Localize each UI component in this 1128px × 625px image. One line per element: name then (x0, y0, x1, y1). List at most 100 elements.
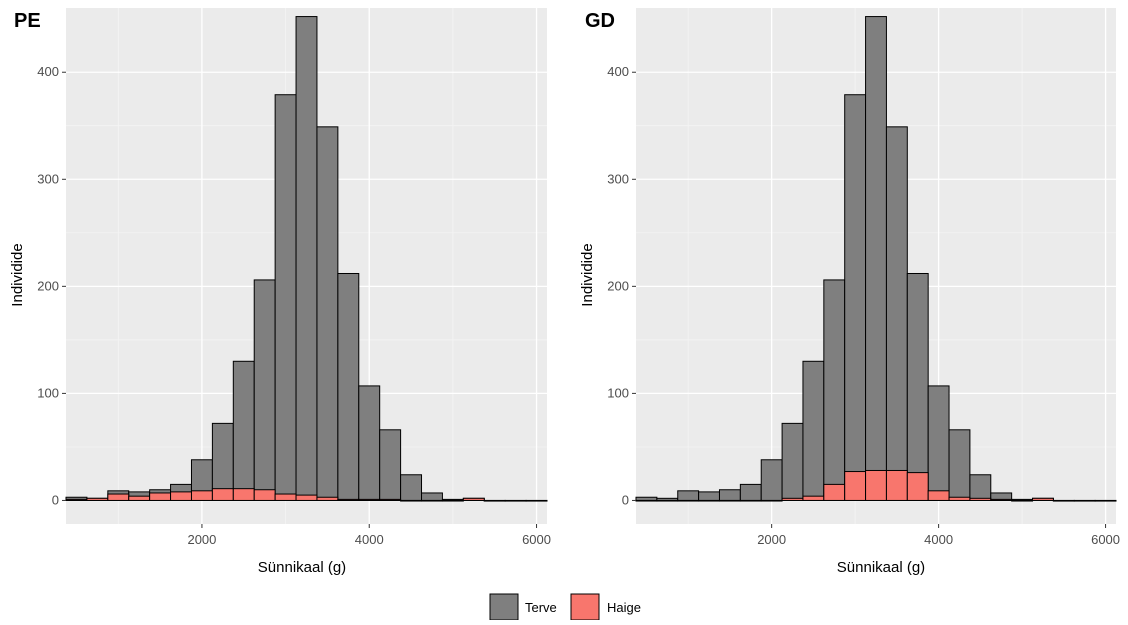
legend-label-haige: Haige (607, 600, 641, 615)
bar-haige (316, 496, 339, 501)
y-tick-label: 100 (607, 385, 629, 400)
bar-haige (927, 490, 950, 501)
bar-haige (656, 499, 679, 502)
bar-haige (128, 495, 151, 501)
bar-terve (718, 489, 741, 501)
x-tick-label: 4000 (924, 532, 953, 547)
panel-tag: GD (585, 10, 615, 32)
bar-haige (865, 469, 887, 501)
x-tick-label: 2000 (757, 532, 786, 547)
bar-terve (232, 360, 255, 501)
bar-haige (1011, 499, 1034, 502)
y-tick-label: 300 (37, 171, 59, 186)
bar-terve (906, 272, 929, 501)
bar-haige (760, 499, 783, 502)
x-tick-label: 4000 (355, 532, 384, 547)
bar-haige (170, 491, 192, 501)
y-tick-label: 0 (52, 492, 59, 507)
panel-gd: GD Individide Sünnikaal (g) 2000 4000 6000… (579, 8, 1120, 576)
bar-terve (844, 94, 867, 501)
x-tick-label: 6000 (1091, 532, 1120, 547)
bar-haige (441, 499, 464, 502)
bar-haige (400, 499, 423, 502)
legend-label-terve: Terve (525, 600, 557, 615)
bar-haige (525, 499, 548, 502)
bar-haige (149, 492, 172, 501)
bar-terve (969, 474, 992, 501)
y-tick-label: 200 (607, 278, 629, 293)
bar-haige (635, 499, 658, 502)
bar-terve (760, 459, 783, 501)
bar-haige (379, 498, 402, 501)
x-tick-label: 2000 (187, 532, 216, 547)
bar-haige (107, 493, 130, 501)
bar-haige (990, 498, 1013, 501)
bar-haige (1032, 497, 1054, 501)
bar-haige (1052, 499, 1075, 502)
bar-terve (274, 94, 297, 501)
bar-terve (295, 16, 318, 501)
bar-haige (211, 488, 234, 501)
bar-haige (86, 497, 109, 501)
y-axis-title: Individide (579, 243, 596, 306)
bar-haige (274, 493, 297, 501)
bar-terve (337, 272, 360, 501)
bar-terve (802, 360, 825, 501)
legend-key-haige (570, 593, 600, 621)
bar-haige (906, 472, 929, 501)
bar-terve (781, 422, 804, 501)
bar-haige (844, 471, 867, 501)
x-tick-label: 6000 (522, 532, 551, 547)
bar-terve (316, 126, 339, 501)
panel-tag: PE (14, 10, 41, 32)
bar-haige (504, 499, 527, 502)
bar-haige (253, 489, 276, 501)
bar-haige (295, 494, 318, 501)
bar-terve (885, 126, 908, 501)
bar-terve (677, 490, 700, 501)
bar-haige (65, 498, 88, 501)
y-tick-label: 400 (607, 64, 629, 79)
bar-haige (718, 499, 741, 502)
bar-haige (885, 469, 908, 501)
bar-haige (421, 499, 443, 502)
bar-haige (190, 490, 213, 501)
bar-terve (253, 279, 276, 501)
bar-haige (1094, 499, 1117, 502)
bar-haige (677, 499, 700, 502)
bar-terve (865, 16, 887, 501)
bar-haige (698, 499, 720, 502)
bar-haige (823, 483, 846, 501)
panel-pe: PE Individide Sünnikaal (g) 2000 4000 6000… (9, 8, 551, 576)
bar-haige (462, 497, 485, 501)
bar-haige (232, 488, 255, 501)
bar-terve (379, 429, 402, 501)
bar-terve (927, 385, 950, 501)
bar-haige (483, 499, 506, 502)
legend: Terve Haige (489, 593, 641, 621)
y-tick-label: 100 (37, 385, 59, 400)
bar-haige (948, 496, 971, 501)
bar-haige (739, 499, 762, 502)
bar-haige (1073, 499, 1096, 502)
bar-terve (421, 492, 443, 501)
bar-haige (969, 497, 992, 501)
bar-haige (337, 498, 360, 501)
bar-haige (781, 497, 804, 501)
bar-terve (698, 491, 720, 501)
y-axis-title: Individide (9, 243, 26, 306)
y-tick-label: 0 (622, 492, 629, 507)
bar-haige (802, 495, 825, 501)
x-axis-title: Sünnikaal (g) (258, 559, 346, 576)
bar-terve (823, 279, 846, 501)
x-axis-title: Sünnikaal (g) (837, 559, 925, 576)
bar-terve (948, 429, 971, 501)
y-tick-label: 300 (607, 171, 629, 186)
bar-terve (358, 385, 381, 501)
legend-key-terve (489, 593, 519, 621)
bar-terve (400, 474, 423, 501)
y-tick-label: 400 (37, 64, 59, 79)
bar-haige (358, 498, 381, 501)
bar-terve (739, 483, 762, 501)
